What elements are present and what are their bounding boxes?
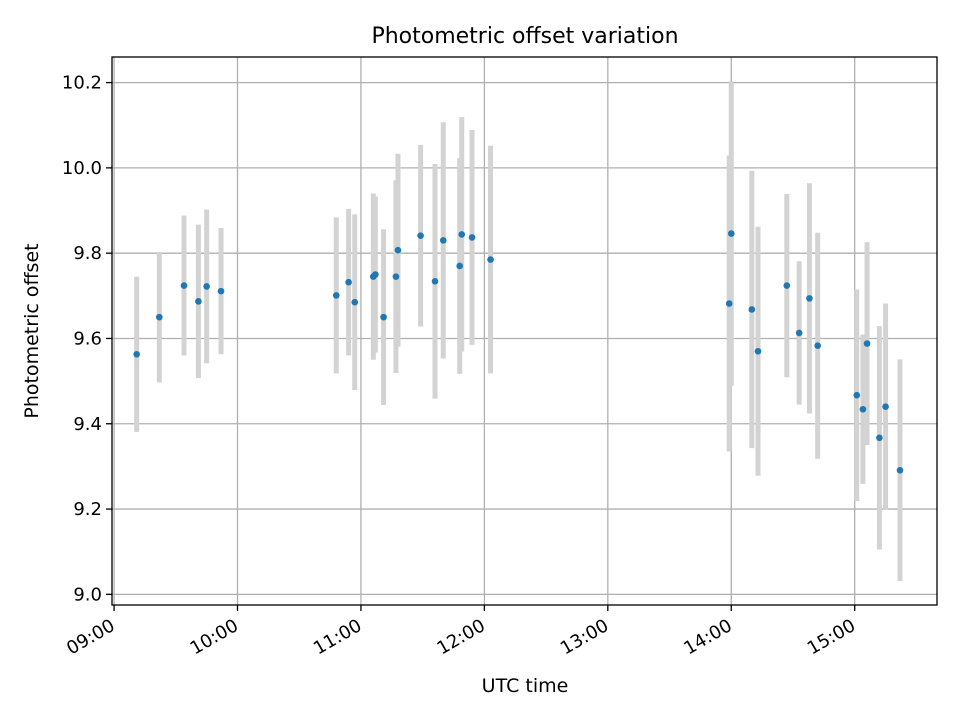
grid	[112, 57, 937, 605]
data-point	[351, 298, 359, 306]
x-tick-label: 11:00	[310, 615, 365, 659]
y-tick-label: 9.8	[73, 243, 102, 264]
data-point	[863, 340, 871, 347]
y-tick-label: 10.0	[62, 158, 102, 179]
error-bars	[134, 81, 903, 582]
data-point	[133, 350, 140, 358]
data-point	[783, 282, 791, 289]
data-point	[394, 246, 402, 254]
x-axis-label: UTC time	[482, 675, 569, 697]
x-tick-label: 13:00	[557, 615, 612, 659]
y-axis-label: Photometric offset	[21, 243, 43, 418]
data-point	[156, 313, 163, 321]
data-point	[458, 231, 466, 238]
data-point	[853, 391, 861, 399]
data-point	[754, 347, 762, 355]
data-point	[332, 292, 340, 299]
data-point	[876, 434, 883, 442]
data-point	[439, 237, 447, 244]
data-point	[725, 300, 733, 307]
data-point	[806, 295, 813, 302]
chart-title: Photometric offset variation	[371, 24, 678, 49]
data-point	[882, 403, 889, 410]
data-point	[795, 329, 803, 337]
data-point	[217, 287, 225, 295]
data-point	[345, 278, 352, 286]
x-tick-label: 12:00	[433, 615, 488, 659]
x-tick-label: 14:00	[680, 615, 735, 659]
x-axis: 09:00 10:00 11:00 12:00 13:00 14:00 15:00	[63, 605, 859, 659]
data-point	[814, 342, 821, 350]
y-tick-label: 10.2	[62, 73, 102, 94]
data-point	[195, 298, 202, 305]
data-point	[487, 256, 494, 263]
y-tick-label: 9.4	[73, 414, 102, 435]
data-point	[203, 283, 210, 290]
data-points	[133, 230, 904, 474]
y-tick-label: 9.0	[73, 584, 102, 605]
plot-frame	[111, 56, 938, 606]
data-point	[468, 234, 476, 241]
data-point	[180, 282, 188, 289]
y-tick-label: 9.2	[73, 499, 102, 520]
data-point	[727, 230, 735, 237]
x-tick-label: 09:00	[63, 615, 118, 659]
data-point	[896, 466, 904, 474]
data-point	[859, 405, 867, 413]
data-point	[417, 232, 424, 239]
x-tick-label: 15:00	[804, 615, 859, 659]
data-point	[748, 306, 756, 313]
x-tick-label: 10:00	[187, 615, 242, 659]
y-tick-label: 9.6	[73, 328, 102, 349]
y-axis: 9.0 9.2 9.4 9.6 9.8 10.0 10.2	[62, 73, 112, 605]
plot-area	[111, 56, 938, 606]
data-point	[380, 313, 387, 321]
data-point	[372, 271, 379, 278]
data-point	[392, 273, 400, 280]
data-point	[431, 278, 439, 285]
data-point	[456, 262, 463, 270]
